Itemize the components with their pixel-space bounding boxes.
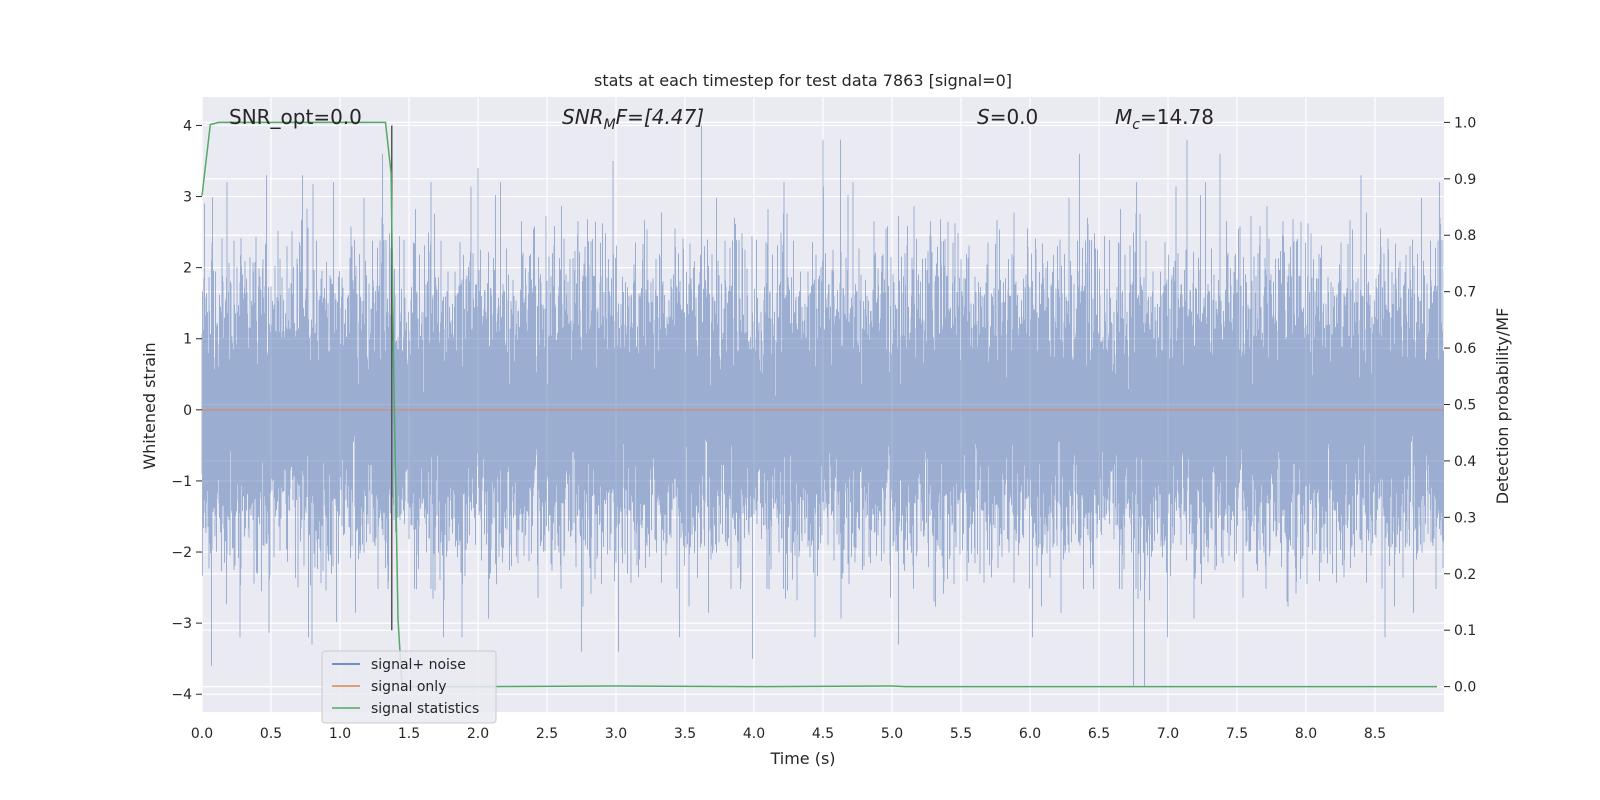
x-tick-label: 5.5	[950, 726, 972, 742]
mc-sub: c	[1132, 117, 1140, 133]
x-tick-label: 1.0	[329, 726, 351, 742]
legend-label-signal-statistics: signal statistics	[371, 701, 479, 717]
y2-tick-label: 0.1	[1454, 623, 1476, 639]
y2-tick-label: 0.4	[1454, 454, 1476, 470]
y-tick-label: 2	[183, 261, 192, 277]
x-tick-label: 7.5	[1226, 726, 1248, 742]
y-tick-label: 0	[183, 403, 192, 419]
x-tick-label: 1.5	[398, 726, 420, 742]
x-tick-label: 5.0	[881, 726, 903, 742]
legend-label-signal-only: signal only	[371, 679, 446, 695]
snr-mf-annotation: SNRMF=[4.47]	[562, 105, 704, 133]
mc-rest: =14.78	[1140, 105, 1214, 129]
y-tick-label: 1	[183, 332, 192, 348]
y2-axis-label: Detection probability/MF	[1493, 308, 1512, 505]
y-tick-label: 4	[183, 118, 192, 134]
snr-mf-rest: F=[4.47]	[616, 105, 704, 129]
snr-mf-sub: M	[604, 117, 616, 133]
annotations: SNR_opt=0.0 SNRMF=[4.47] S=0.0 Mc=14.78	[229, 105, 1214, 133]
x-tick-label: 8.5	[1364, 726, 1386, 742]
x-axis: 0.0 0.5 1.0 1.5 2.0 2.5 3.0 3.5 4.0 4.5 5.0 5.5 6.0 6…	[191, 726, 1386, 742]
y2-tick-label: 0.7	[1454, 285, 1476, 301]
y-axis-label: Whitened strain	[140, 342, 159, 469]
x-axis-label: Time (s)	[769, 749, 835, 768]
y-tick-label: −1	[171, 474, 192, 490]
x-tick-label: 7.0	[1157, 726, 1179, 742]
x-tick-label: 0.0	[191, 726, 213, 742]
x-tick-label: 6.0	[1019, 726, 1041, 742]
series-signal-noise	[201, 125, 1444, 688]
plot-area	[201, 97, 1444, 712]
mc-annotation: Mc=14.78	[1115, 105, 1214, 133]
y2-tick-label: 0.2	[1454, 567, 1476, 583]
x-tick-label: 0.5	[260, 726, 282, 742]
x-tick-label: 3.5	[674, 726, 696, 742]
x-tick-label: 2.0	[467, 726, 489, 742]
y-tick-label: −3	[171, 616, 192, 632]
y2-tick-label: 1.0	[1454, 115, 1476, 131]
series-signal-statistics	[201, 121, 1438, 688]
s-rest: =0.0	[990, 105, 1039, 129]
x-tick-label: 2.5	[536, 726, 558, 742]
y-tick-label: −2	[171, 545, 192, 561]
y-axis-left: 4 3 2 1 0 −1 −2 −3 −4	[171, 118, 202, 703]
y-tick-label: −4	[171, 687, 192, 703]
legend: signal+ noise signal only signal statist…	[321, 650, 497, 724]
x-tick-label: 4.5	[812, 726, 834, 742]
y2-tick-label: 0.6	[1454, 341, 1476, 357]
x-tick-label: 8.0	[1295, 726, 1317, 742]
legend-box	[321, 650, 497, 724]
s-annotation: S=0.0	[977, 105, 1038, 129]
x-tick-label: 4.0	[743, 726, 765, 742]
x-tick-label: 6.5	[1088, 726, 1110, 742]
chart-title: stats at each timestep for test data 786…	[594, 71, 1012, 90]
y-tick-label: 3	[183, 190, 192, 206]
legend-label-signal-noise: signal+ noise	[371, 657, 466, 673]
y2-tick-label: 0.3	[1454, 510, 1476, 526]
y2-tick-label: 0.9	[1454, 172, 1476, 188]
mc-base: M	[1115, 105, 1132, 129]
y2-tick-label: 0.8	[1454, 228, 1476, 244]
snr-mf-base: SNR	[562, 105, 604, 129]
s-var: S	[977, 105, 990, 129]
snr-opt-annotation: SNR_opt=0.0	[229, 105, 362, 129]
x-tick-label: 3.0	[605, 726, 627, 742]
y2-tick-label: 0.0	[1454, 680, 1476, 696]
y-axis-right: 1.0 0.9 0.8 0.7 0.6 0.5 0.4 0.3 0.2 0.1 0.0	[1444, 115, 1476, 696]
y2-tick-label: 0.5	[1454, 398, 1476, 414]
